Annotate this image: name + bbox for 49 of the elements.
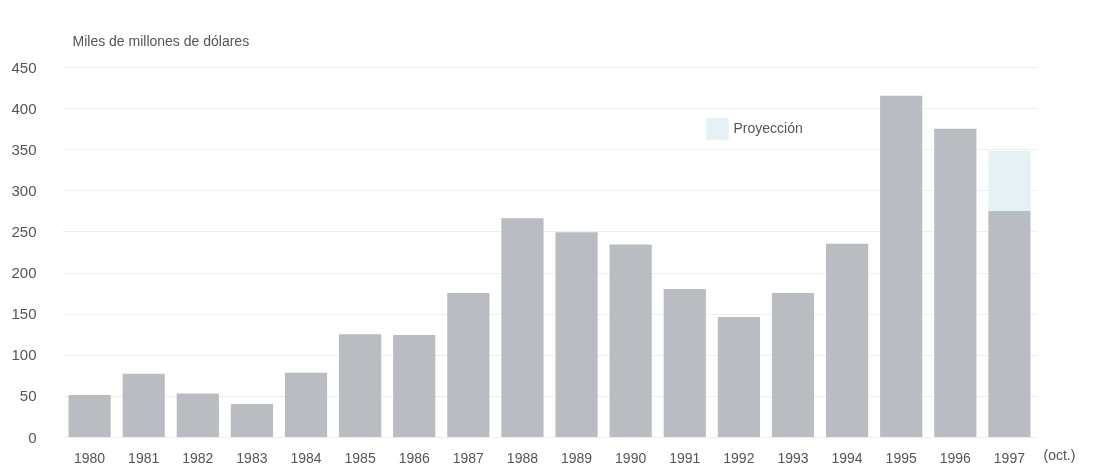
bar (501, 218, 544, 437)
x-tick-label: 1991 (669, 449, 701, 466)
bar (825, 243, 869, 437)
y-tick-label: 300 (11, 181, 37, 199)
y-tick-label: 400 (11, 99, 37, 117)
bar (176, 393, 219, 437)
x-tick-label: 1989 (560, 449, 593, 466)
bar (934, 128, 977, 437)
bar (284, 372, 328, 437)
x-tick-label: 1980 (74, 449, 106, 466)
y-tick-label: 250 (11, 222, 37, 240)
y-tick-label: 350 (11, 140, 37, 158)
y-tick-label: 100 (11, 346, 37, 364)
x-tick-label: 1984 (290, 449, 322, 466)
x-tick-label: 1995 (885, 449, 917, 466)
x-tick-label: 1993 (777, 449, 809, 466)
x-tick-label: 1994 (831, 449, 863, 466)
bar (68, 395, 111, 437)
y-tick-label: 50 (19, 387, 37, 405)
x-tick-label: 1983 (236, 449, 268, 466)
bar (988, 210, 1031, 437)
x-tick-label: 1982 (182, 449, 214, 466)
y-tick-label: 150 (11, 305, 37, 323)
bar (230, 404, 274, 437)
bar (447, 293, 490, 437)
bar (393, 335, 436, 437)
x-tick-label: 1992 (723, 449, 755, 466)
y-tick-label: 200 (11, 264, 37, 282)
bar (609, 244, 652, 437)
bar (771, 293, 815, 437)
x-tick-label: 1981 (128, 449, 160, 466)
x-tick-label: 1988 (506, 449, 539, 466)
legend-label: Proyección (733, 120, 803, 136)
bar (663, 289, 706, 437)
x-tick-label: 1985 (344, 449, 376, 466)
x-tick-label: 1987 (452, 449, 485, 466)
x-tick-label: 1996 (939, 449, 972, 466)
y-tick-label: 450 (11, 58, 37, 76)
bar (880, 95, 923, 437)
x-tick-label: 1990 (615, 449, 647, 466)
x-axis-title: (oct.) (1043, 446, 1076, 463)
y-axis-title: Miles de millones de dólares (72, 32, 250, 49)
bar (717, 316, 760, 437)
x-tick-label: 1986 (398, 449, 431, 466)
bar (339, 334, 382, 437)
y-tick-label: 0 (28, 428, 37, 446)
bar (122, 373, 165, 437)
bar (555, 232, 598, 437)
x-tick-label: 1997 (993, 449, 1026, 466)
